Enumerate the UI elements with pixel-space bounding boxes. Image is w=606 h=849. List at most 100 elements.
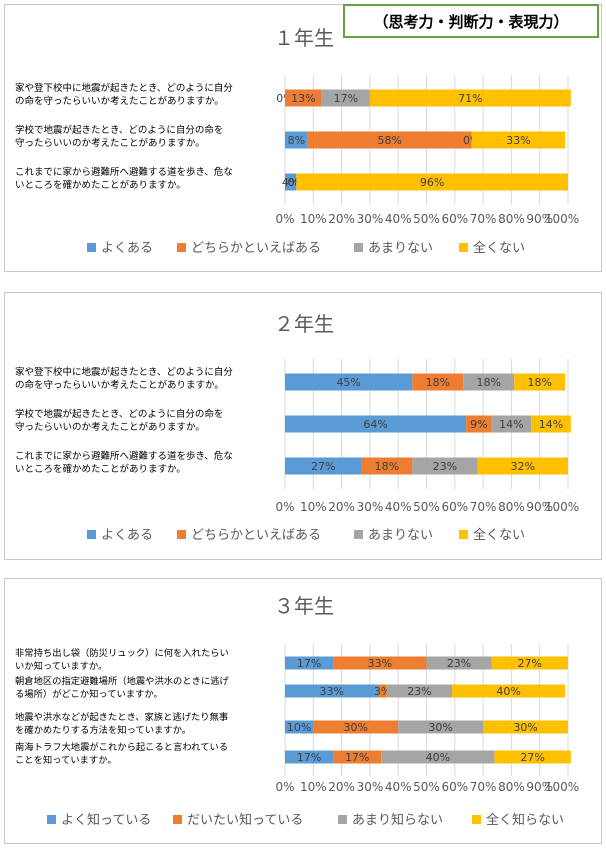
- grade2-legend-label: よくある: [101, 528, 153, 543]
- grade1-category-label: 家や登下校中に地震が起きたとき、どのように自分: [15, 82, 233, 94]
- chart-grade2: ２年生家や登下校中に地震が起きたとき、どのように自分の命を守ったらいいか考えたこ…: [15, 312, 579, 543]
- grade3-category-label: ことを知っていますか。: [15, 754, 117, 766]
- grade2-bar-segment: [285, 373, 413, 391]
- grade2-bar-segment: [412, 457, 478, 475]
- grade3-legend-swatch: [173, 815, 182, 824]
- grade3-bar-segment: [285, 720, 314, 734]
- grade2-category-label: 学校で地震が起きたとき、どのように自分の命を: [15, 408, 223, 420]
- grade2-x-tick-label: 70%: [470, 500, 497, 514]
- grade3-data-label: 23%: [407, 685, 431, 698]
- grade2-category-label: 家や登下校中に地震が起きたとき、どのように自分: [15, 366, 233, 378]
- grade2-bar-segment: [491, 415, 532, 433]
- grade2-legend-swatch: [459, 530, 468, 539]
- grade2-data-label: 32%: [510, 460, 534, 473]
- grade1-category-label: 学校で地震が起きたとき、どのように自分の命を: [15, 124, 223, 136]
- grade3-x-tick-label: 60%: [441, 780, 468, 794]
- grade3-bar-segment: [426, 656, 492, 670]
- grade3-data-label: 30%: [428, 721, 452, 734]
- grade3-bar-segment: [483, 720, 568, 734]
- grade3-data-label: 23%: [447, 657, 471, 670]
- grade1-legend-label: あまりない: [368, 241, 433, 256]
- grade1-chart-title: １年生: [274, 26, 334, 50]
- grade3-data-label: 30%: [344, 721, 368, 734]
- grade3-x-tick-label: 40%: [385, 780, 412, 794]
- grade2-bar-segment: [285, 415, 467, 433]
- grade3-category-label: 南海トラフ大地震がこれから起こると言われている: [15, 741, 228, 753]
- grade2-legend-swatch: [354, 530, 363, 539]
- grade2-bar-segment: [466, 415, 492, 433]
- grade1-data-label: 17%: [334, 92, 358, 105]
- grade3-category-label: 地震や洪水などが起きたとき、家族と逃げたり無事: [15, 711, 228, 723]
- grade3-bar-segment: [285, 684, 379, 698]
- grade2-data-label: 18%: [477, 376, 501, 389]
- grade1-x-tick-label: 0%: [275, 212, 294, 226]
- grade3-category-label: る場所）がどこか知っていますか。: [15, 688, 163, 700]
- chart-grade3: ３年生非常持ち出し袋（防災リュック）に何を入れたらいいか知っていますか。朝倉地区…: [15, 594, 579, 828]
- grade3-category-label: 非常持ち出し袋（防災リュック）に何を入れたらい: [15, 647, 229, 659]
- grade2-data-label: 27%: [311, 460, 335, 473]
- grade2-legend-label: 全くない: [473, 527, 525, 543]
- grade2-x-tick-label: 20%: [328, 500, 355, 514]
- grade2-data-label: 64%: [363, 418, 387, 431]
- grade2-x-tick-label: 90%: [526, 500, 553, 514]
- grade3-bar-segment: [451, 684, 566, 698]
- grade3-bar-segment: [285, 750, 334, 764]
- grade1-x-tick-label: 30%: [357, 212, 384, 226]
- grade1-data-label: 13%: [291, 92, 315, 105]
- grade1-legend-swatch: [177, 243, 186, 252]
- grade2-bar-segment: [361, 457, 413, 475]
- grade2-data-label: 14%: [539, 418, 563, 431]
- grade3-legend-swatch: [472, 815, 481, 824]
- grade3-bar-segment: [333, 750, 382, 764]
- chart-panel-grade3: ３年生 非常持ち出し袋（防災リュック）に何を入れたらい いか知っていますか。 朝倉地区…: [4, 578, 602, 844]
- grade2-x-tick-label: 60%: [441, 500, 468, 514]
- grade2-data-label: 9%: [470, 418, 487, 431]
- grade3-x-tick-label: 50%: [413, 780, 440, 794]
- grade3-data-label: 10%: [287, 721, 311, 734]
- grade2-x-tick-label: 40%: [385, 500, 412, 514]
- grade1-bar-segment: [285, 173, 297, 191]
- grade1-data-label: 33%: [506, 134, 530, 147]
- grade3-data-label: 17%: [297, 751, 321, 764]
- grade2-category-label: の命を守ったらいいか考えたことがありますか。: [15, 379, 224, 391]
- grade3-x-tick-label: 100%: [545, 780, 579, 794]
- grade1-bar-segment: [285, 131, 308, 149]
- grade1-x-tick-label: 20%: [328, 212, 355, 226]
- grade1-x-tick-label: 70%: [470, 212, 497, 226]
- grade3-bar-segment: [285, 656, 334, 670]
- grade2-category-label: 守ったらいいのか考えたことがありますか。: [15, 421, 205, 433]
- grade2-category-label: これまでに家から避難所へ避難する道を歩き、危な: [15, 450, 233, 462]
- grade3-legend-label: あまり知らない: [352, 812, 443, 828]
- chart-panel-grade2: ２年生 家や登下校中に地震が起きたとき、どのように自分 の命を守ったらいいか考えたこ…: [4, 292, 602, 560]
- grade3-data-label: 30%: [513, 721, 537, 734]
- grade2-bar-segment: [514, 373, 566, 391]
- grade1-legend-swatch: [459, 243, 468, 252]
- grade1-bar-segment: [471, 131, 566, 149]
- grade3-bar-segment: [378, 684, 387, 698]
- grade1-data-label: 96%: [420, 176, 444, 189]
- grade2-data-label: 14%: [499, 418, 523, 431]
- grade1-x-tick-label: 100%: [545, 212, 579, 226]
- grade1-legend-label: よくある: [101, 241, 153, 256]
- grade1-legend-swatch: [354, 243, 363, 252]
- grade2-x-tick-label: 0%: [275, 500, 294, 514]
- grade2-bar-segment: [285, 457, 362, 475]
- grade3-category-label: 朝倉地区の指定避難場所（地震や洪水のときに逃げ: [15, 675, 230, 687]
- grade2-bar-segment: [531, 415, 571, 433]
- grade1-category-label: 守ったらいいのか考えたことがありますか。: [15, 137, 205, 149]
- grade1-category-label: これまでに家から避難所へ避難する道を歩き、危な: [15, 166, 233, 178]
- grade3-bar-segment: [494, 750, 571, 764]
- grade1-data-label: 71%: [458, 92, 482, 105]
- skill-badge: （思考力・判断力・表現力）: [343, 4, 599, 38]
- grade1-legend-label: どちらかといえばある: [191, 241, 321, 256]
- grade3-x-tick-label: 90%: [526, 780, 553, 794]
- grade3-chart-title: ３年生: [274, 594, 334, 618]
- grade3-legend-label: だいたい知っている: [187, 812, 303, 828]
- grade3-x-tick-label: 80%: [498, 780, 525, 794]
- grade2-data-label: 18%: [527, 376, 551, 389]
- grade3-bar-segment: [313, 720, 399, 734]
- grade1-x-tick-label: 10%: [300, 212, 327, 226]
- grade3-legend-label: よく知っている: [61, 812, 151, 828]
- grade2-x-tick-label: 80%: [498, 500, 525, 514]
- grade1-bar-segment: [369, 89, 571, 107]
